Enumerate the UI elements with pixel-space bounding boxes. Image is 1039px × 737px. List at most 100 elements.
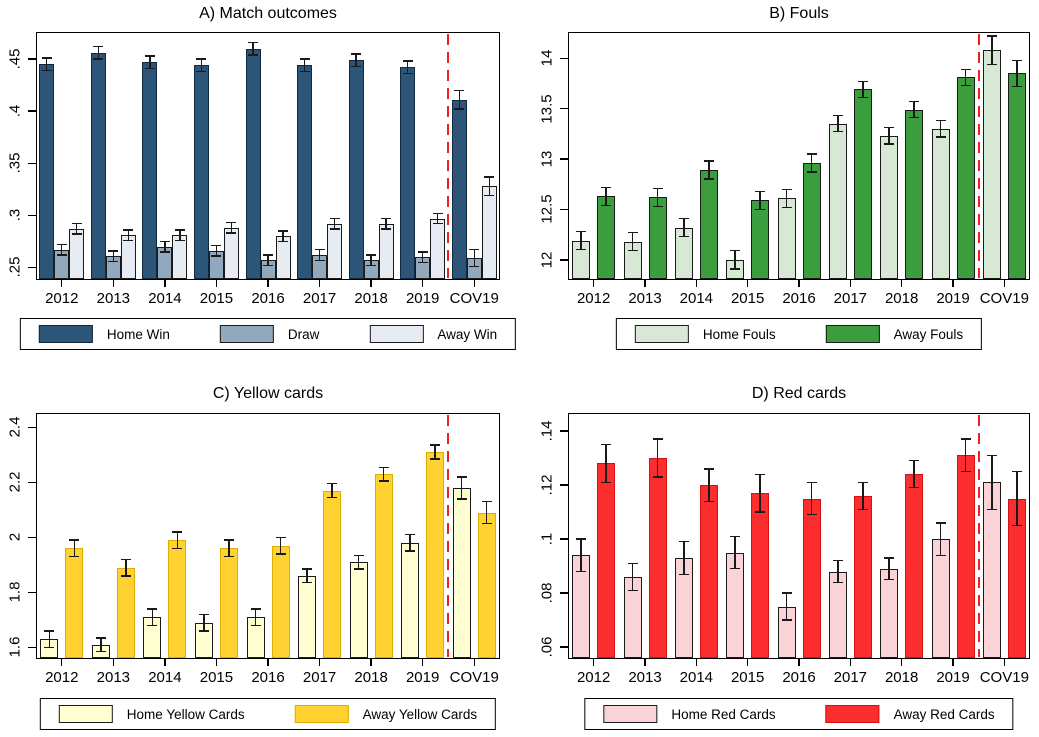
bar-away-yellow-cards [168, 540, 187, 658]
error-bar-cap-bottom [211, 255, 222, 257]
y-axis-tick [28, 58, 36, 60]
bar-away-red-cards [597, 463, 616, 658]
error-bar-cap-bottom [730, 568, 741, 570]
x-axis-tick [267, 659, 269, 666]
error-bar-line [991, 36, 993, 65]
error-bar-cap-bottom [198, 630, 209, 632]
error-bar-line [488, 176, 490, 196]
error-bar-cap-bottom [41, 69, 52, 72]
error-bar-line [1016, 471, 1018, 526]
x-axis-tick [61, 659, 63, 666]
error-bar-cap-bottom [351, 65, 362, 68]
error-bar-line [888, 127, 890, 144]
error-bar-cap-bottom [703, 500, 714, 502]
error-bar-cap-top [935, 522, 946, 524]
error-bar-cap-top [678, 541, 689, 543]
x-tick-label: COV19 [449, 290, 499, 307]
error-bar-cap-bottom [263, 264, 273, 267]
bar-home-win [348, 60, 364, 279]
error-bar-cap-top [781, 188, 792, 190]
error-bar-cap-top [198, 613, 209, 616]
error-bar-cap-bottom [601, 204, 612, 207]
error-bar-line [862, 482, 864, 510]
bar-away-red-cards [956, 455, 975, 658]
x-axis-tick [900, 659, 903, 666]
error-bar-cap-top [469, 249, 480, 251]
x-tick-label: 2015 [730, 290, 765, 307]
y-tick-label: 2.4 [6, 416, 24, 438]
error-bar-line [200, 59, 203, 72]
error-bar-line [112, 250, 115, 262]
error-bar-cap-bottom [147, 624, 158, 627]
error-bar-line [61, 244, 63, 255]
x-tick-label: 2019 [936, 290, 970, 307]
error-bar-line [759, 191, 761, 210]
error-bar-cap-bottom [781, 206, 792, 209]
y-axis-tick [560, 259, 568, 261]
error-bar-line [254, 608, 257, 626]
error-bar-line [333, 218, 336, 229]
bar-home-red-cards [880, 568, 899, 658]
bar-home-win [193, 65, 209, 279]
error-bar-line [357, 555, 360, 569]
error-bar-cap-bottom [381, 228, 392, 230]
error-bar-line [734, 250, 736, 269]
y-axis-tick [28, 110, 36, 112]
legend-yellow-cards: Home Yellow Cards Away Yellow Cards [39, 698, 497, 730]
error-bar-cap-top [703, 160, 714, 162]
error-bar-line [964, 439, 967, 472]
x-axis-tick [318, 659, 321, 666]
error-bar-cap-top [93, 45, 104, 48]
error-bar-cap-top [986, 35, 997, 37]
legend-swatch-home-win [38, 325, 93, 343]
error-bar-line [605, 444, 607, 483]
error-bar-cap-top [484, 176, 495, 178]
legend-swatch-away-red-cards [825, 705, 880, 723]
bar-away-red-cards [853, 495, 872, 658]
error-bar-line [837, 115, 839, 132]
bar-home-win [400, 67, 416, 279]
x-axis-tick [592, 659, 595, 666]
legend-swatch-home-red-cards [603, 705, 658, 723]
error-bar-line [888, 558, 890, 580]
error-bar-cap-top [456, 476, 467, 478]
x-axis-tick [746, 659, 749, 666]
x-tick-label: 2016 [251, 290, 285, 307]
bar-home-fouls [777, 198, 796, 279]
x-axis-tick [952, 280, 954, 287]
bar-away-fouls [699, 170, 718, 279]
x-axis-tick [421, 659, 424, 666]
error-bar-line [683, 218, 685, 237]
x-tick-label: 2014 [148, 290, 182, 307]
plot-area-match-outcomes [36, 32, 500, 280]
bar-home-win [297, 65, 313, 279]
legend-entry: Away Yellow Cards [294, 705, 477, 723]
error-bar-line [406, 61, 409, 74]
error-bar-cap-bottom [484, 194, 495, 197]
y-tick-label: 14 [538, 49, 556, 67]
legend-fouls: Home Fouls Away Fouls [615, 318, 983, 350]
legend-swatch-home-fouls [634, 325, 689, 343]
y-tick-label: .1 [538, 532, 556, 546]
error-bar-cap-bottom [469, 265, 480, 268]
error-bar-cap-top [314, 249, 325, 251]
x-tick-label: 2014 [148, 669, 182, 686]
error-bar-cap-bottom [454, 108, 465, 110]
error-bar-line [318, 249, 321, 261]
error-bar-cap-top [857, 80, 868, 83]
plot-area-fouls [568, 32, 1030, 280]
error-bar-cap-top [71, 223, 82, 225]
y-tick-label: 1.6 [6, 637, 24, 658]
error-bar-line [708, 161, 710, 180]
error-bar-cap-bottom [627, 250, 638, 252]
error-bar-line [964, 69, 967, 86]
error-bar-cap-bottom [730, 268, 741, 270]
error-bar-cap-top [755, 473, 766, 475]
y-axis-tick [28, 162, 36, 164]
error-bar-cap-top [730, 535, 741, 538]
error-bar-cap-bottom [806, 171, 817, 173]
bar-home-fouls [982, 50, 1001, 279]
error-bar-cap-top [806, 481, 817, 484]
error-bar-cap-bottom [159, 251, 170, 253]
x-axis-tick [473, 659, 475, 666]
